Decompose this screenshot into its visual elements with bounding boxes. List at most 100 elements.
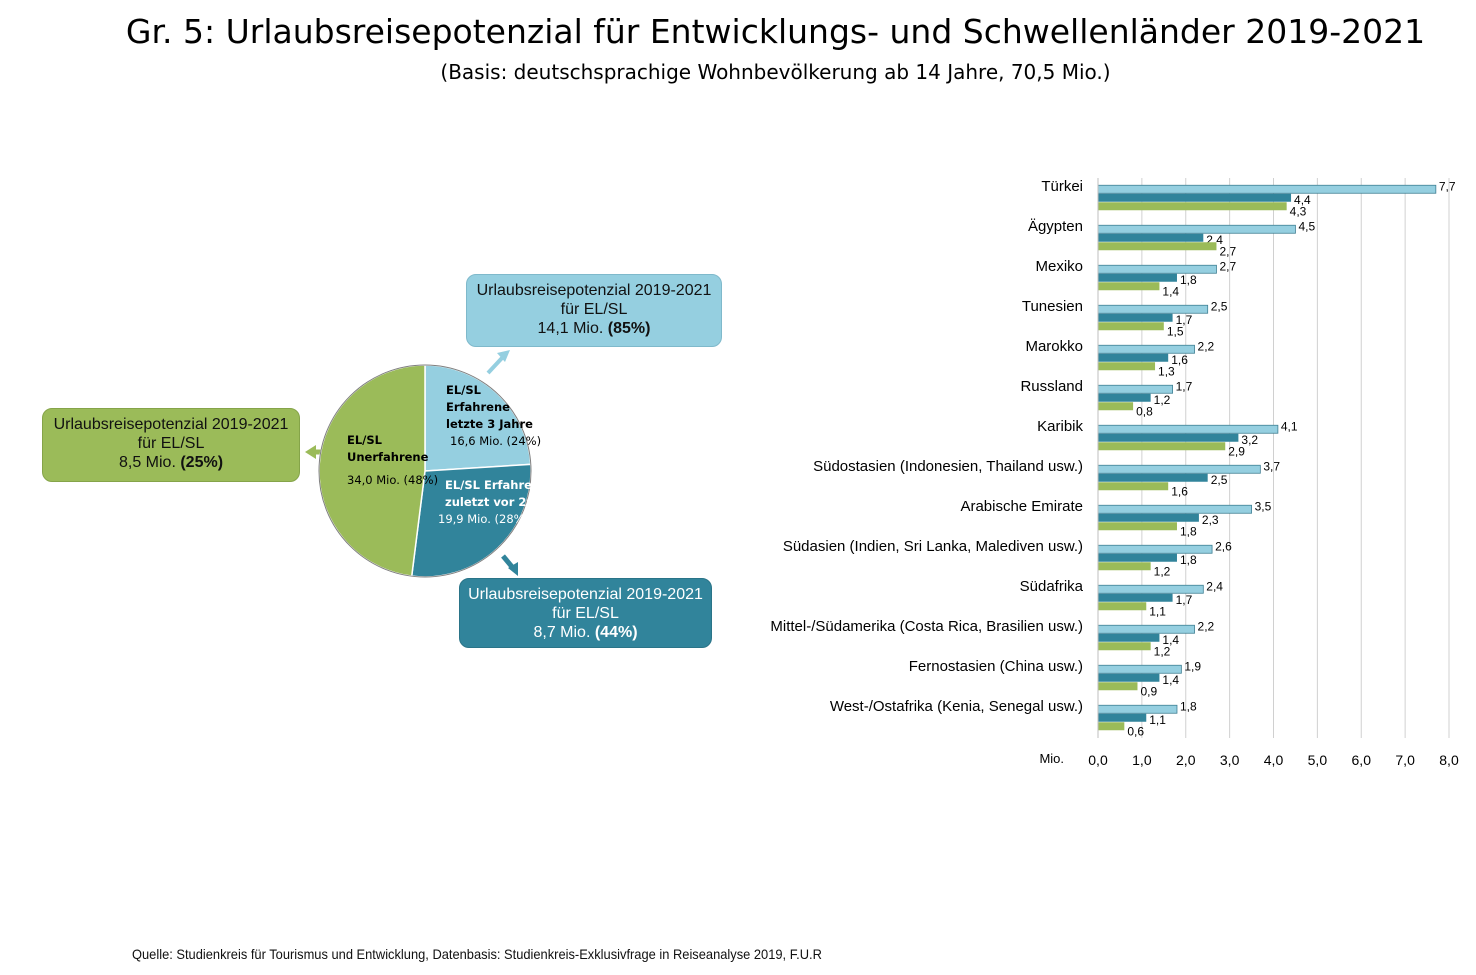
- data-label: 1,8: [1180, 273, 1197, 287]
- data-label: 1,7: [1176, 593, 1193, 607]
- bar: [1098, 353, 1169, 362]
- callout-light-line2: für EL/SL: [560, 301, 628, 318]
- pie-label-green-name1: EL/SL: [347, 433, 382, 447]
- callout-green-line2: für EL/SL: [137, 435, 205, 452]
- x-tick-label: 0,0: [1088, 752, 1108, 768]
- x-tick-label: 3,0: [1220, 752, 1240, 768]
- callout-green-line1: Urlaubsreisepotenzial 2019-2021: [53, 416, 289, 433]
- data-label: 1,5: [1167, 324, 1184, 338]
- bar: [1098, 193, 1292, 202]
- category-label: Marokko: [1025, 338, 1083, 355]
- x-tick-label: 7,0: [1395, 752, 1415, 768]
- data-label: 4,4: [1294, 193, 1311, 207]
- data-label: 1,2: [1154, 393, 1171, 407]
- data-label: 1,8: [1180, 524, 1197, 538]
- pie-label-light-value: 16,6 Mio. (24%): [450, 434, 542, 448]
- bar: [1098, 273, 1177, 282]
- bar: [1098, 713, 1147, 722]
- arrow-to-light-box: [486, 350, 510, 375]
- data-label: 1,4: [1162, 673, 1179, 687]
- bar: [1098, 513, 1199, 522]
- pie-label-teal-name2: zuletzt vor 2016: [445, 495, 551, 509]
- bar: [1098, 682, 1138, 691]
- callout-light-line1: Urlaubsreisepotenzial 2019-2021: [476, 282, 712, 299]
- pie-label-light-name2: Erfahrene: [446, 400, 510, 414]
- data-label: 2,6: [1215, 539, 1232, 553]
- bar: [1098, 433, 1239, 442]
- data-label: 1,3: [1158, 364, 1175, 378]
- callout-potential-green: Urlaubsreisepotenzial 2019-2021 für EL/S…: [42, 408, 300, 482]
- pie-chart: EL/SL Unerfahrene 34,0 Mio. (48%) EL/SL …: [300, 340, 560, 590]
- data-label: 2,7: [1219, 259, 1236, 273]
- bar: [1098, 602, 1147, 611]
- category-label: Türkei: [1041, 178, 1083, 195]
- data-label: 0,9: [1140, 684, 1157, 698]
- category-label: Fernostasien (China usw.): [909, 658, 1083, 675]
- bar-chart: Türkei 7,7 4,44,3 Ägypten 4,5 2,4 2,7 Mexiko 2,7…: [770, 178, 1459, 768]
- data-label: 1,7: [1176, 379, 1193, 393]
- category-label: West-/Ostafrika (Kenia, Senegal usw.): [830, 698, 1083, 715]
- data-label: 2,7: [1219, 244, 1236, 258]
- pie-label-light-name1: EL/SL: [446, 383, 481, 397]
- data-label: 1,7: [1176, 313, 1193, 327]
- callout-teal-line2: für EL/SL: [552, 605, 619, 622]
- data-label: 3,2: [1241, 433, 1258, 447]
- data-label: 4,3: [1290, 204, 1307, 218]
- source-note: Quelle: Studienkreis für Tourismus und E…: [132, 946, 822, 962]
- arrow-to-teal-box: [501, 554, 518, 576]
- data-label: 2,4: [1206, 579, 1223, 593]
- callout-potential-teal: Urlaubsreisepotenzial 2019-2021 für EL/S…: [459, 578, 712, 648]
- data-label: 0,8: [1136, 404, 1153, 418]
- data-label: 2,2: [1198, 619, 1215, 633]
- callout-green-value: 8,5 Mio.: [118, 454, 176, 471]
- bar: [1098, 322, 1164, 331]
- grid-lines: [1097, 178, 1450, 738]
- data-label: 7,7: [1439, 179, 1456, 193]
- bar: [1098, 642, 1151, 651]
- bar: [1097, 224, 1296, 234]
- bar: [1098, 593, 1173, 602]
- bar: [1098, 313, 1173, 322]
- category-label: Ägypten: [1028, 218, 1083, 235]
- callout-teal-value: 8,7 Mio.: [533, 624, 591, 641]
- data-label: 1,4: [1162, 633, 1179, 647]
- callout-green-pct: (25%): [180, 454, 224, 471]
- x-tick-label: 2,0: [1176, 752, 1196, 768]
- data-label: 1,2: [1154, 564, 1171, 578]
- bar: [1098, 242, 1217, 251]
- bar: [1098, 562, 1151, 571]
- pie-outline: [318, 364, 532, 578]
- pie-label-teal-value: 19,9 Mio. (28%): [438, 512, 530, 526]
- pie-label-light: EL/SL Erfahrene letzte 3 Jahre 16,6 Mio.…: [446, 382, 541, 450]
- bar: [1098, 402, 1134, 411]
- category-label: Arabische Emirate: [960, 498, 1083, 515]
- category-label: Tunesien: [1022, 298, 1083, 315]
- bar: [1097, 624, 1195, 634]
- bar: [1098, 282, 1160, 291]
- bar: [1098, 673, 1160, 682]
- data-label: 4,5: [1298, 219, 1315, 233]
- x-tick-label: 6,0: [1352, 752, 1372, 768]
- bar: [1097, 264, 1217, 274]
- data-label: 2,9: [1228, 444, 1245, 458]
- data-label: 1,1: [1149, 604, 1166, 618]
- callout-light-value: 14,1 Mio.: [537, 320, 604, 337]
- bar: [1098, 393, 1151, 402]
- x-tick-label: 4,0: [1264, 752, 1284, 768]
- bar: [1098, 233, 1204, 242]
- data-label: 1,8: [1180, 699, 1197, 713]
- category-label: Südasien (Indien, Sri Lanka, Malediven u…: [783, 538, 1083, 555]
- bar: [1098, 722, 1125, 731]
- data-label: 2,3: [1202, 513, 1219, 527]
- category-label: Russland: [1020, 378, 1083, 395]
- data-label: 2,2: [1198, 339, 1215, 353]
- bar: [1098, 482, 1169, 491]
- data-label: 1,6: [1171, 353, 1188, 367]
- data-label: 4,1: [1281, 419, 1298, 433]
- data-label: 2,5: [1211, 299, 1228, 313]
- pie-label-teal: EL/SL Erfahrene zuletzt vor 2016 19,9 Mi…: [438, 477, 551, 528]
- bar: [1098, 553, 1177, 562]
- pie-label-green: EL/SL Unerfahrene 34,0 Mio. (48%): [347, 432, 438, 489]
- category-label: Südafrika: [1020, 578, 1084, 595]
- bar: [1098, 522, 1177, 531]
